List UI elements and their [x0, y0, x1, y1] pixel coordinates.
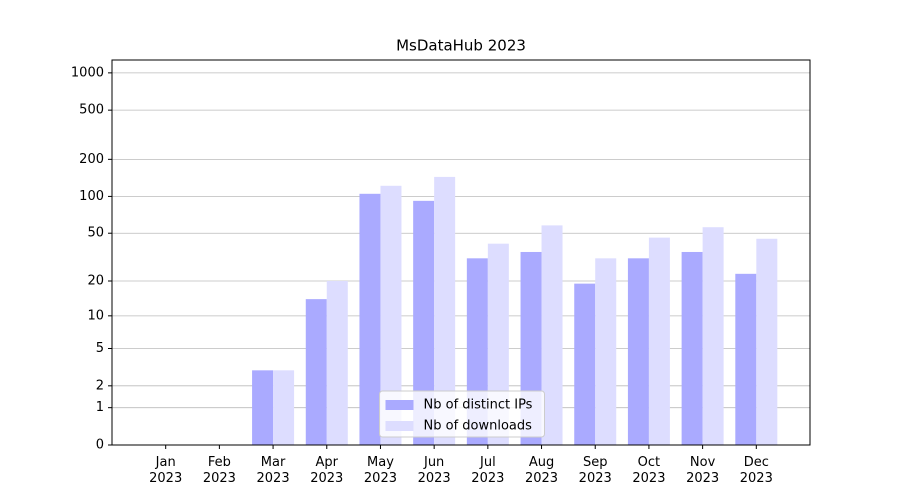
y-tick-label: 20 — [87, 274, 104, 289]
y-tick-label: 50 — [87, 226, 104, 241]
bar — [273, 370, 295, 445]
y-tick-label: 1 — [96, 400, 104, 415]
bar — [681, 251, 703, 445]
x-tick-label: Jul 2023 — [471, 455, 504, 486]
x-tick-label: Jun 2023 — [418, 455, 451, 486]
legend-label: Nb of distinct IPs — [424, 398, 533, 413]
y-tick-label: 2 — [96, 378, 104, 393]
legend-swatch — [385, 400, 414, 410]
legend-swatch — [385, 421, 414, 431]
bar — [413, 200, 435, 445]
x-tick-label: Aug 2023 — [525, 455, 558, 486]
bar — [326, 281, 348, 445]
bar — [595, 258, 617, 445]
y-tick-label: 0 — [96, 438, 104, 453]
y-tick-label: 200 — [79, 152, 104, 167]
plot-frame — [111, 59, 811, 446]
y-tick-label: 5 — [96, 341, 104, 356]
legend-box — [379, 390, 545, 438]
bar — [756, 238, 778, 445]
x-tick-label: Dec 2023 — [740, 455, 773, 486]
x-tick-label: Mar 2023 — [257, 455, 290, 486]
y-tick-label: 500 — [79, 103, 104, 118]
legend-label: Nb of downloads — [424, 419, 533, 434]
x-tick-label: May 2023 — [364, 455, 397, 486]
y-tick-label: 1000 — [71, 65, 104, 80]
x-tick-label: Nov 2023 — [686, 455, 719, 486]
x-tick-label: Jan 2023 — [149, 455, 182, 486]
bar — [735, 273, 757, 445]
x-tick-label: Apr 2023 — [310, 455, 343, 486]
y-tick-label: 10 — [87, 308, 104, 323]
bar — [702, 227, 724, 445]
chart-title: MsDataHub 2023 — [396, 37, 526, 55]
x-tick-label: Sep 2023 — [579, 455, 612, 486]
bar — [574, 283, 596, 445]
bar — [434, 176, 456, 445]
bar — [380, 185, 402, 446]
x-tick-label: Feb 2023 — [203, 455, 236, 486]
bar — [252, 370, 274, 445]
y-tick-label: 100 — [79, 189, 104, 204]
bar — [541, 225, 563, 445]
bar — [627, 258, 649, 445]
x-tick-label: Oct 2023 — [632, 455, 665, 486]
bar — [305, 299, 327, 445]
bar — [359, 193, 381, 445]
bar — [648, 237, 670, 445]
